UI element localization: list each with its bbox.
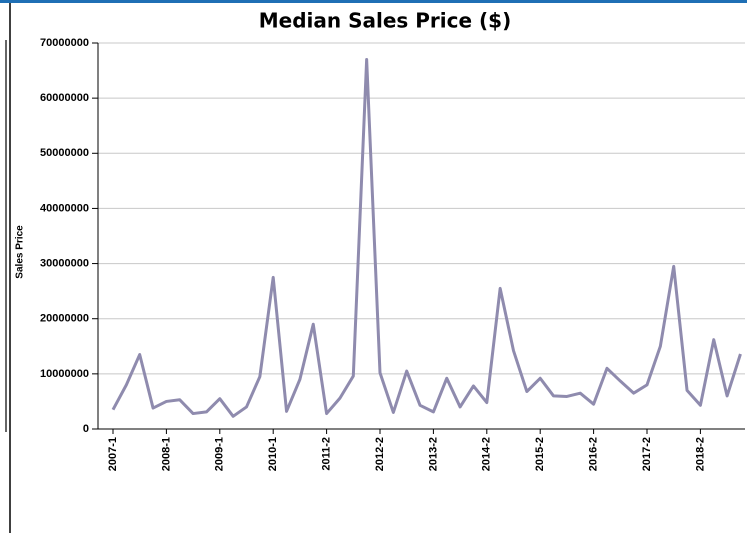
x-tick-label: 2011-2	[321, 437, 333, 471]
y-tick-label: 60000000	[40, 92, 89, 104]
x-tick-label: 2013-2	[427, 437, 439, 471]
y-tick-label: 50000000	[40, 147, 89, 159]
x-tick-label: 2014-2	[481, 437, 493, 471]
x-tick-label: 2018-2	[694, 437, 706, 471]
x-tick-label: 2016-2	[588, 437, 600, 471]
y-tick-label: 70000000	[40, 37, 89, 49]
chart-title: Median Sales Price ($)	[259, 9, 511, 33]
x-tick-label: 2010-1	[267, 437, 279, 471]
data-line	[111, 58, 742, 418]
top-bar	[0, 0, 747, 3]
x-tick-label: 2009-1	[214, 437, 226, 471]
x-tick-label: 2008-1	[160, 437, 172, 471]
y-tick-label: 10000000	[40, 368, 89, 380]
x-tick-label: 2017-2	[641, 437, 653, 471]
x-tick-label: 2015-2	[534, 437, 546, 471]
y-tick-label: 40000000	[40, 202, 89, 214]
y-tick-label: 30000000	[40, 257, 89, 269]
y-axis-label: Sales Price	[15, 225, 26, 279]
x-tick-label: 2012-2	[374, 437, 386, 471]
y-tick-label: 20000000	[40, 313, 89, 325]
x-tick-label: 2007-1	[107, 437, 119, 471]
y-tick-label: 0	[83, 423, 89, 435]
